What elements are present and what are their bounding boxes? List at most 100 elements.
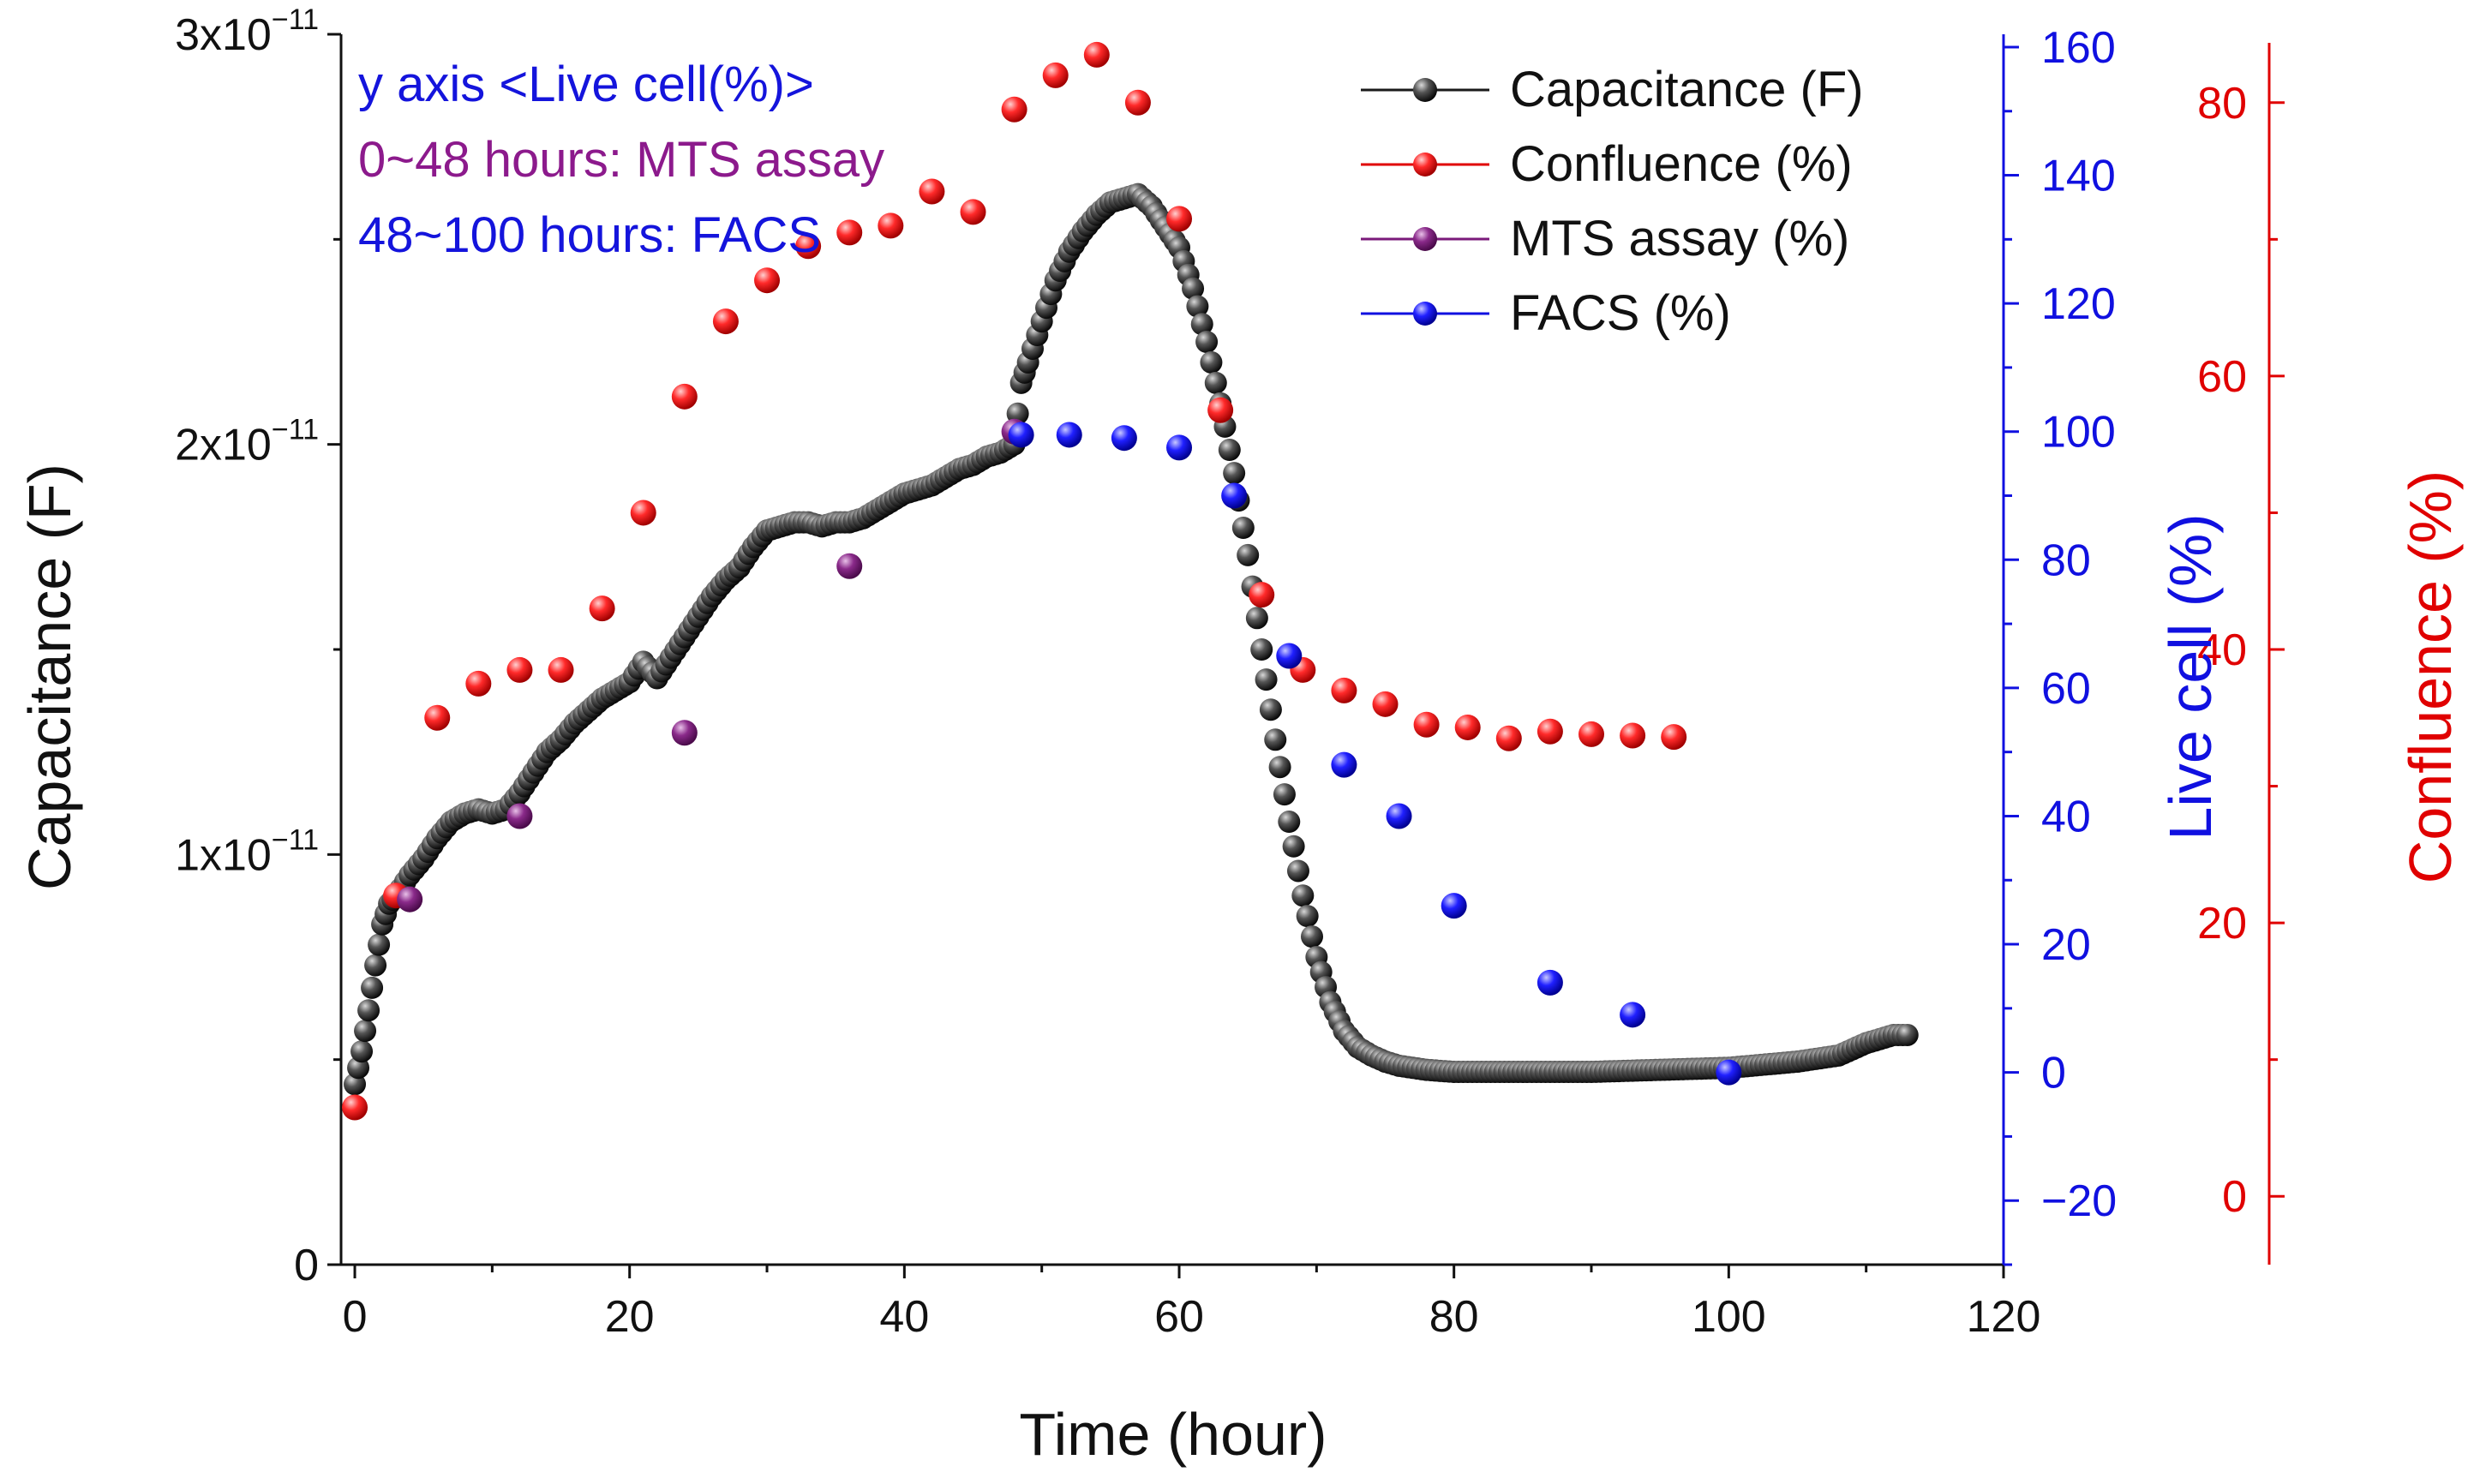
x-tick-label: 100 <box>1692 1292 1766 1342</box>
capacitance-point <box>1264 728 1287 751</box>
y-axis-capacitance: 0 1x10−11 2x10−11 3x10−11 <box>175 3 341 1290</box>
x-tick-label: 40 <box>879 1292 929 1342</box>
legend-confluence-marker <box>1413 153 1437 177</box>
capacitance-point <box>1186 295 1209 318</box>
live-cell-tick-label: 140 <box>2041 152 2116 201</box>
x-tick-label: 80 <box>1429 1292 1479 1342</box>
y-left-tick-label: 1x10−11 <box>175 823 319 880</box>
mts-point <box>836 553 863 579</box>
legend-capacitance-label: Capacitance (F) <box>1510 62 1864 117</box>
annotation-live-cell: y axis <Live cell(%)> <box>358 57 814 112</box>
x-tick-label: 120 <box>1967 1292 2041 1342</box>
confluence-tick-label: 40 <box>2197 625 2247 675</box>
confluence-point <box>424 704 451 731</box>
series-layer <box>342 41 1919 1121</box>
confluence-point <box>1578 721 1605 747</box>
confluence-series <box>342 41 1687 1121</box>
facs-point <box>1620 1002 1646 1028</box>
confluence-point <box>836 219 863 246</box>
confluence-point <box>1413 711 1440 738</box>
capacitance-series <box>344 183 1919 1096</box>
confluence-point <box>795 233 822 260</box>
legend-facs-marker <box>1413 302 1437 326</box>
confluence-point <box>1372 691 1399 717</box>
live-cell-tick-label: 100 <box>2041 408 2116 458</box>
legend-facs-label: FACS (%) <box>1510 285 1731 341</box>
confluence-tick-label: 80 <box>2197 79 2247 129</box>
live-cell-tick-label: 40 <box>2041 792 2091 841</box>
legend: Capacitance (F) Confluence (%) MTS assay… <box>1361 62 1864 341</box>
live-cell-tick-label: −20 <box>2041 1176 2117 1226</box>
capacitance-point <box>1278 811 1301 834</box>
confluence-point <box>1331 677 1357 703</box>
confluence-point <box>1166 206 1193 232</box>
mts-point <box>397 886 423 913</box>
confluence-point <box>754 267 781 294</box>
x-tick-label: 20 <box>605 1292 655 1342</box>
live-cell-tick-label: 20 <box>2041 920 2091 970</box>
capacitance-point <box>1286 859 1309 883</box>
capacitance-point <box>1231 516 1255 539</box>
capacitance-point <box>1218 439 1241 462</box>
confluence-point <box>1042 62 1069 88</box>
confluence-point <box>1661 724 1687 751</box>
facs-point <box>1716 1059 1742 1086</box>
live-cell-tick-label: 60 <box>2041 664 2091 714</box>
facs-point <box>1056 422 1082 448</box>
facs-point <box>1537 969 1563 996</box>
confluence-point <box>1001 96 1027 123</box>
confluence-tick-label: 60 <box>2197 352 2247 402</box>
facs-point <box>1441 893 1467 919</box>
x-tick-label: 60 <box>1154 1292 1204 1342</box>
confluence-tick-label: 0 <box>2222 1172 2247 1222</box>
live-cell-tick-label: 80 <box>2041 536 2091 585</box>
x-axis: 0 20 40 60 80 100 120 <box>343 1265 2041 1342</box>
capacitance-point <box>357 999 380 1022</box>
confluence-point <box>1249 582 1275 608</box>
confluence-point <box>1083 41 1110 68</box>
facs-series <box>1008 422 1742 1086</box>
confluence-point <box>1454 714 1481 740</box>
legend-confluence-label: Confluence (%) <box>1510 136 1853 192</box>
confluence-point <box>671 383 698 410</box>
annotation-facs-range: 48~100 hours: FACS <box>358 207 821 263</box>
capacitance-point <box>350 1040 374 1063</box>
x-tick-label: 0 <box>343 1292 368 1342</box>
capacitance-point <box>1182 277 1205 300</box>
y-axis-confluence: 0 20 40 60 80 <box>2197 43 2285 1265</box>
capacitance-point <box>1255 668 1278 691</box>
confluence-point <box>630 500 656 526</box>
live-cell-tick-label: 0 <box>2041 1049 2066 1098</box>
capacitance-point <box>1268 756 1291 779</box>
annotations: y axis <Live cell(%)> 0~48 hours: MTS as… <box>358 57 884 263</box>
facs-point <box>1276 643 1303 669</box>
capacitance-point <box>1296 905 1319 928</box>
facs-point <box>1331 751 1357 778</box>
y-left-tick-label: 2x10−11 <box>175 414 319 470</box>
facs-point <box>1111 425 1137 452</box>
capacitance-point <box>1282 835 1305 858</box>
facs-point <box>1221 482 1248 509</box>
confluence-point <box>1620 722 1646 749</box>
capacitance-point <box>1223 462 1246 485</box>
capacitance-point <box>1237 543 1260 566</box>
mts-point <box>671 720 698 746</box>
confluence-point <box>1207 397 1234 423</box>
capacitance-point <box>361 976 384 999</box>
confluence-point <box>878 212 904 239</box>
y-axis-left-title: Capacitance (F) <box>16 464 83 890</box>
confluence-point <box>342 1094 368 1121</box>
y-left-tick-label: 3x10−11 <box>175 3 319 60</box>
capacitance-point <box>1273 783 1296 806</box>
confluence-tick-label: 20 <box>2197 899 2247 948</box>
legend-mts-marker <box>1413 227 1437 251</box>
confluence-point <box>1537 718 1563 745</box>
confluence-point <box>548 656 574 683</box>
confluence-point <box>919 178 945 205</box>
capacitance-point <box>1250 638 1273 661</box>
mts-point <box>506 803 533 829</box>
confluence-point <box>960 199 986 225</box>
legend-mts-label: MTS assay (%) <box>1510 211 1849 266</box>
y-axis-right1-title: Live cell (%) <box>2157 513 2224 840</box>
